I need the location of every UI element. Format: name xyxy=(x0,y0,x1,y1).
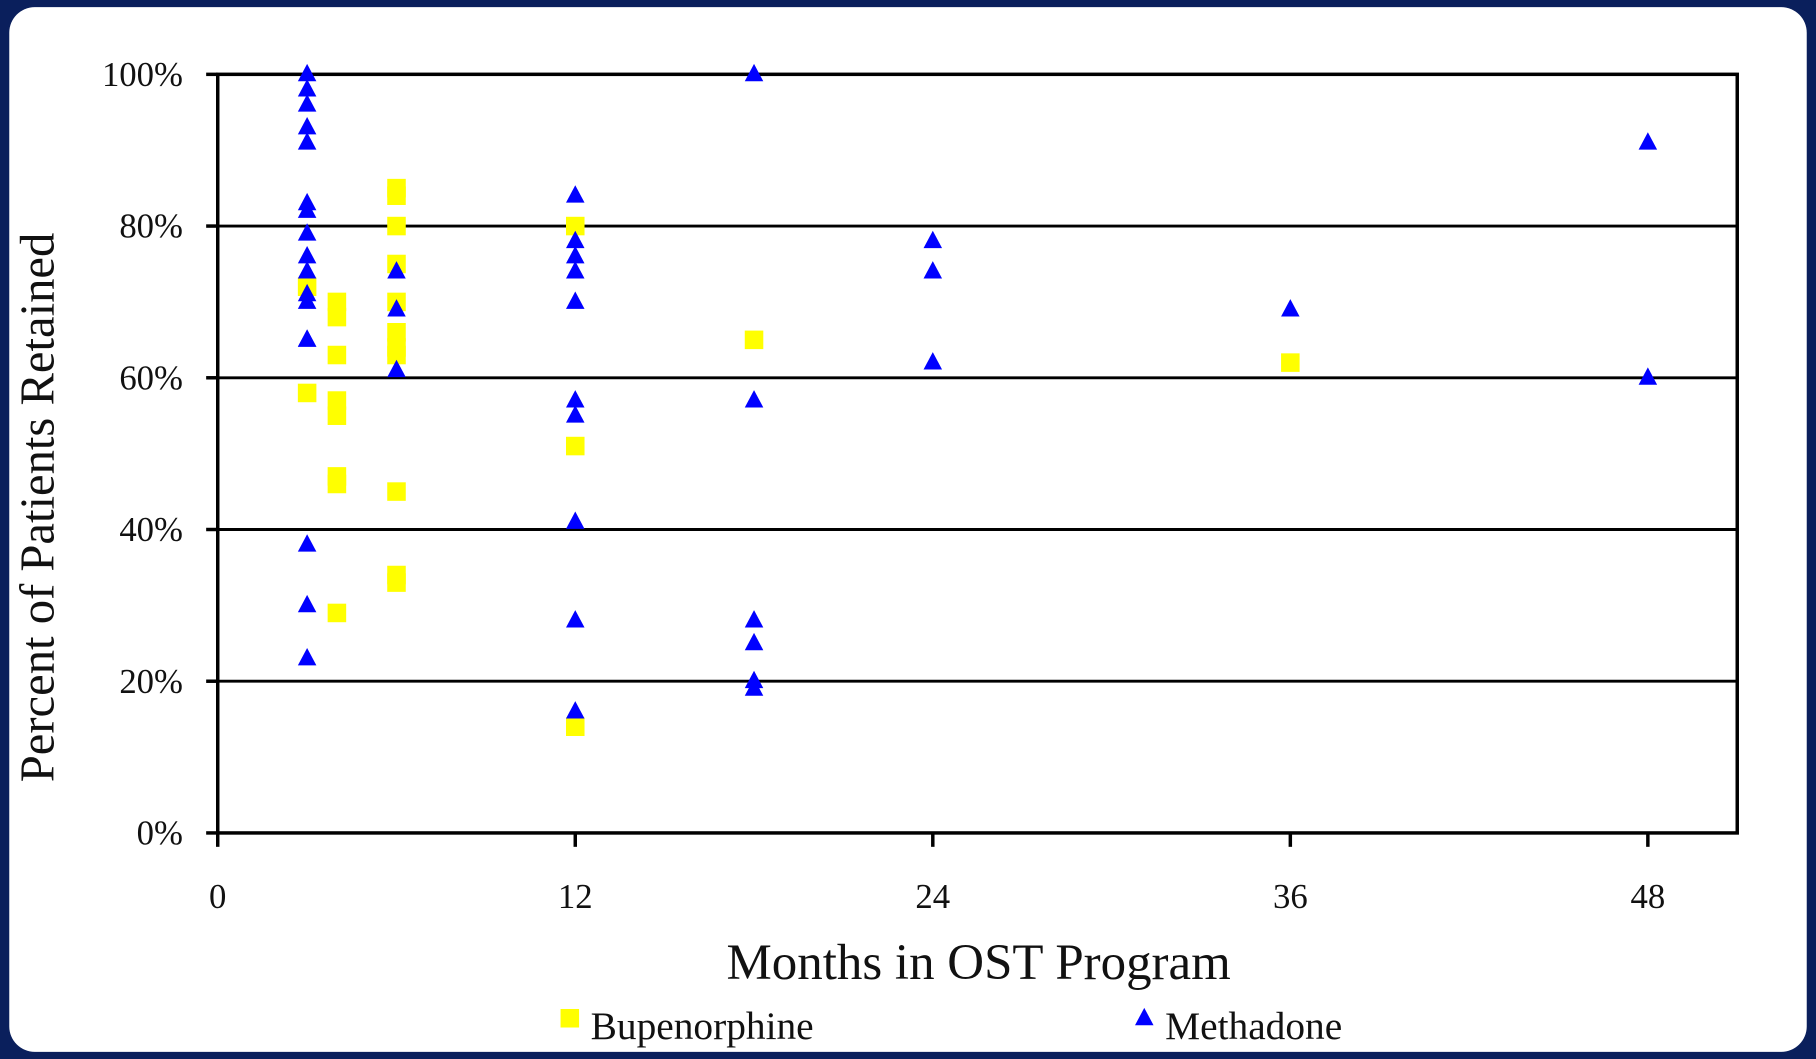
y-axis-label: Percent of Patients Retained xyxy=(10,233,64,783)
y-tick-label: 100% xyxy=(102,55,183,94)
marker-triangle xyxy=(297,79,317,97)
marker-square xyxy=(1281,353,1300,372)
x-axis-label: Months in OST Program xyxy=(727,935,1231,991)
marker-triangle xyxy=(297,261,317,279)
y-tick-label: 40% xyxy=(119,510,183,549)
marker-square xyxy=(387,216,406,236)
marker-square xyxy=(560,1008,580,1028)
y-tick-label: 0% xyxy=(137,814,183,853)
marker-triangle xyxy=(297,63,317,82)
marker-square xyxy=(327,603,347,623)
marker-triangle xyxy=(297,534,317,552)
marker-triangle xyxy=(923,230,943,249)
marker-square xyxy=(327,292,347,312)
marker-square xyxy=(387,573,406,592)
legend-label: Bupenorphine xyxy=(591,1004,814,1048)
marker-square xyxy=(297,383,317,403)
x-tick-label: 0 xyxy=(209,877,226,916)
x-tick-label: 48 xyxy=(1630,877,1665,916)
marker-triangle xyxy=(744,678,764,696)
marker-square xyxy=(387,482,406,501)
marker-triangle xyxy=(566,230,585,249)
marker-triangle xyxy=(744,390,764,408)
plot-frame xyxy=(215,72,1739,835)
marker-triangle xyxy=(566,610,585,628)
marker-triangle xyxy=(566,511,585,529)
x-tick-label: 36 xyxy=(1273,877,1308,916)
y-tick-label: 80% xyxy=(119,207,183,246)
marker-triangle xyxy=(744,632,764,651)
marker-triangle xyxy=(387,261,406,279)
marker-triangle xyxy=(387,299,406,317)
marker-triangle xyxy=(297,200,317,218)
marker-square xyxy=(566,717,585,737)
marker-triangle xyxy=(1638,132,1658,150)
marker-square xyxy=(387,345,406,365)
marker-triangle xyxy=(566,245,585,264)
marker-square xyxy=(327,345,347,365)
marker-square xyxy=(744,330,764,350)
marker-triangle xyxy=(566,185,585,203)
marker-square xyxy=(566,216,585,236)
marker-square xyxy=(327,391,347,410)
x-tick-label: 12 xyxy=(558,877,593,916)
marker-square xyxy=(387,322,406,342)
marker-triangle xyxy=(1638,367,1658,385)
marker-triangle xyxy=(1135,1007,1154,1026)
marker-triangle xyxy=(566,390,585,408)
marker-triangle xyxy=(387,359,406,378)
marker-triangle xyxy=(297,291,317,309)
marker-triangle xyxy=(297,594,317,613)
marker-triangle xyxy=(566,405,585,423)
marker-triangle xyxy=(923,352,943,370)
marker-triangle xyxy=(566,261,585,279)
marker-triangle xyxy=(297,245,317,264)
marker-triangle xyxy=(297,223,317,241)
y-tick-label: 20% xyxy=(119,662,183,701)
marker-triangle xyxy=(297,648,317,666)
marker-square xyxy=(566,436,585,456)
marker-triangle xyxy=(297,94,317,112)
marker-triangle xyxy=(566,701,585,719)
marker-triangle xyxy=(744,63,764,82)
legend-label: Methadone xyxy=(1165,1004,1342,1048)
marker-square xyxy=(327,406,347,425)
marker-triangle xyxy=(923,261,943,279)
marker-triangle xyxy=(1281,299,1300,317)
marker-triangle xyxy=(297,117,317,135)
marker-triangle xyxy=(297,329,317,347)
marker-square xyxy=(387,186,406,205)
x-tick-label: 24 xyxy=(915,877,950,916)
marker-triangle xyxy=(297,132,317,150)
marker-triangle xyxy=(744,610,764,628)
marker-square xyxy=(327,307,347,327)
marker-square xyxy=(327,474,347,494)
y-tick-label: 60% xyxy=(119,358,183,397)
marker-triangle xyxy=(566,291,585,309)
